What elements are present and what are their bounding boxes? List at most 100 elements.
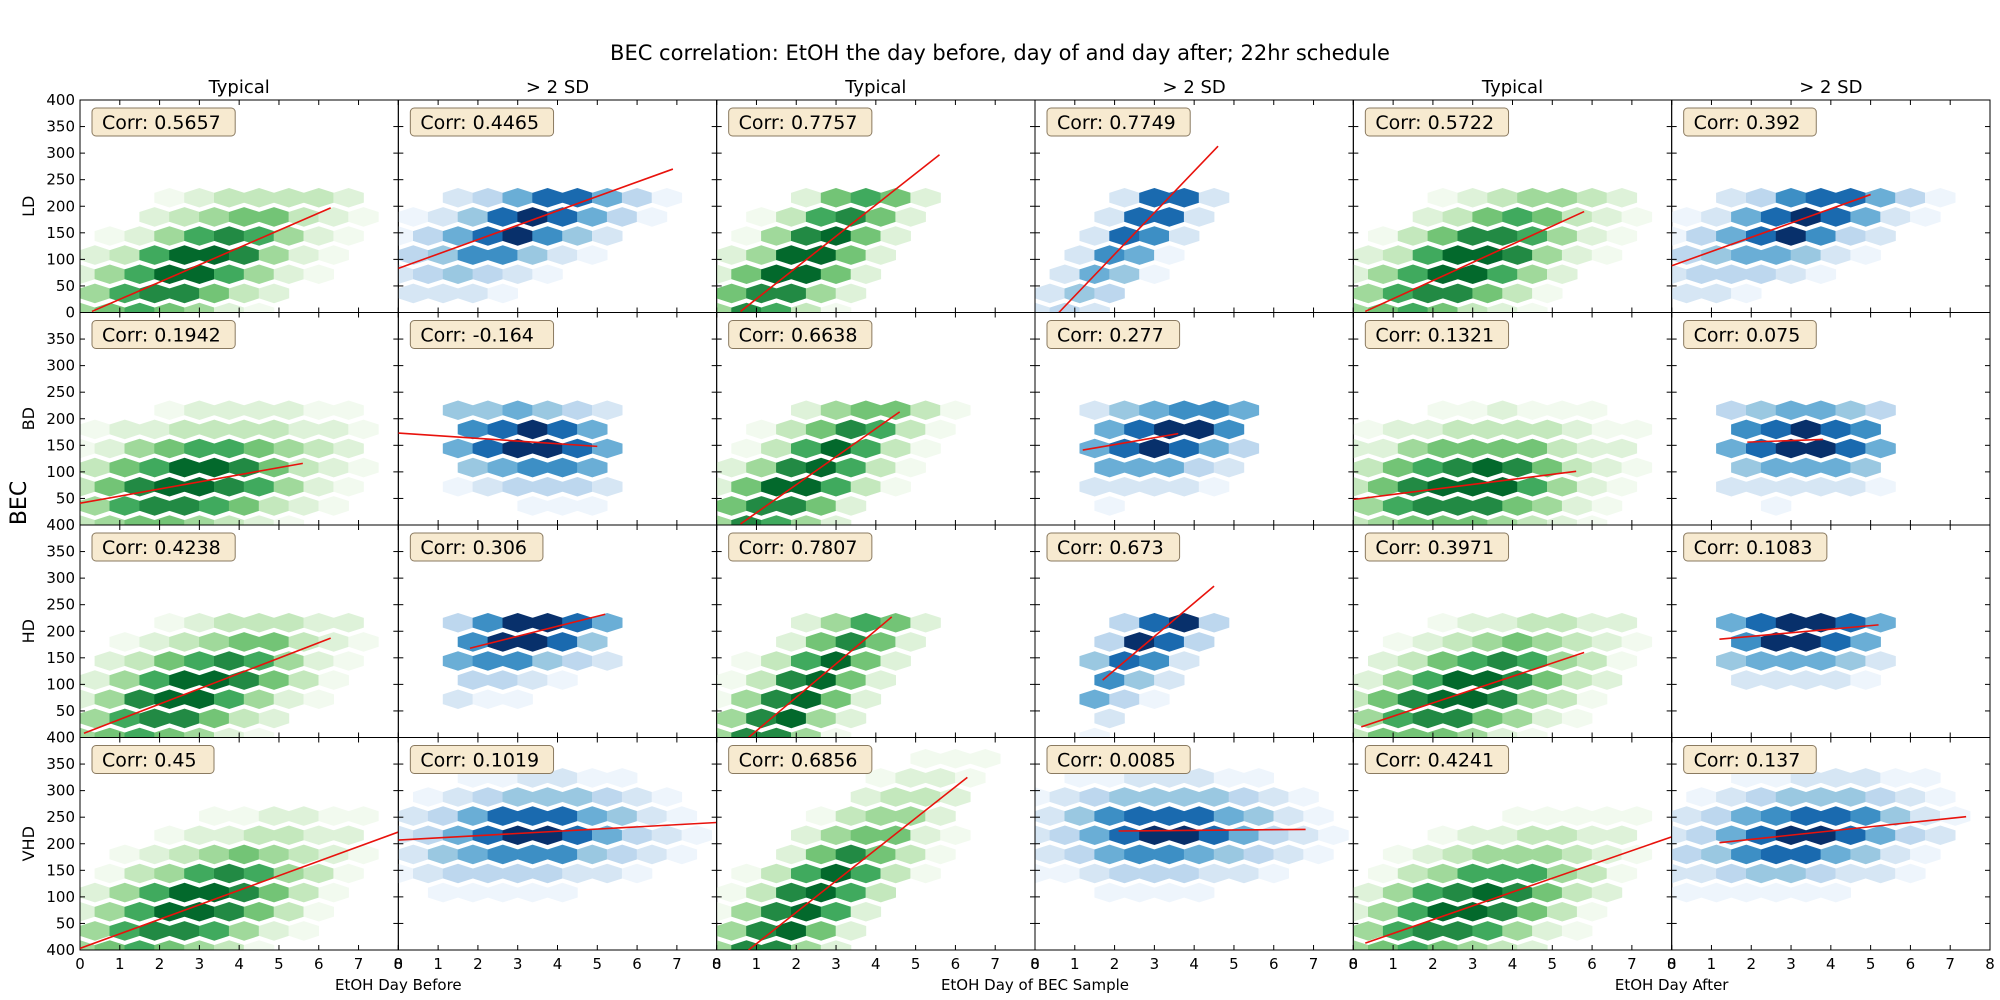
hexbin-cell: [1561, 882, 1593, 903]
hexbin-cell: [457, 632, 489, 652]
hexbin-cell: [1701, 844, 1732, 865]
hexbin-cell: [139, 708, 170, 729]
hexbin-cell: [1487, 188, 1518, 208]
column-title: > 2 SD: [526, 77, 589, 98]
hexbin-cell: [214, 689, 245, 709]
hexbin-cell: [1760, 496, 1792, 516]
hexbin-cell: [184, 438, 215, 459]
hexbin-cell: [398, 245, 429, 265]
hexbin-cell: [1228, 787, 1260, 807]
hexbin-cell: [1576, 477, 1608, 497]
regression-line: [740, 411, 901, 525]
hexbin-cell: [1258, 787, 1289, 807]
regression-line: [1058, 145, 1219, 313]
y-tick-label: 350: [46, 118, 75, 136]
corr-box: [1364, 107, 1510, 137]
hexbin-cell: [487, 419, 518, 440]
hexbin-cell: [1472, 207, 1503, 227]
hexbin-cell: [273, 188, 305, 208]
hexbin-cell: [1198, 825, 1230, 845]
hexbin-cell: [413, 226, 444, 246]
hexbin-cell: [1805, 613, 1837, 633]
hexbin-cell: [910, 787, 941, 807]
hexbin-cell: [1049, 863, 1081, 884]
corr-label: Corr: 0.277: [1057, 325, 1164, 347]
x-tick-label: 0: [75, 955, 85, 973]
hexbin-cell: [243, 477, 275, 497]
hexbin-cell: [577, 496, 608, 516]
hexbin-cell: [1591, 207, 1623, 227]
hexbin-cell: [1353, 419, 1384, 440]
hexbin-cell: [1591, 844, 1623, 865]
hexbin-cell: [1198, 188, 1230, 208]
hexbin-cell: [169, 419, 200, 440]
panel: Corr: 0.6856 0 1 2 3 4 5 6 7 8: [712, 737, 1040, 973]
corr-box: [1046, 532, 1181, 562]
hexbin-cell: [850, 400, 882, 420]
y-tick-label: 100: [46, 463, 75, 481]
hexbin-cell: [1064, 806, 1095, 826]
hexbin-cell: [592, 613, 623, 633]
hexbin-cell: [1427, 863, 1459, 884]
hexbin-cell: [1576, 400, 1608, 420]
hexbin-cell: [805, 283, 837, 304]
hexbin-cell: [1139, 787, 1170, 807]
hexbin-cell: [1576, 825, 1608, 845]
x-tick-label: 2: [791, 955, 801, 973]
hexbin-cell: [1442, 921, 1473, 941]
hexbin-cell: [94, 515, 126, 525]
hexbin-cell: [442, 438, 474, 459]
corr-box: [1364, 745, 1510, 774]
y-tick-label: 100: [46, 888, 75, 906]
hexbin-cell: [109, 921, 140, 941]
hexbin-cell: [865, 457, 896, 478]
hexbin-cell: [1139, 438, 1170, 459]
regression-line: [747, 616, 893, 738]
hexbin-cell: [910, 863, 941, 884]
corr-box: [728, 745, 873, 774]
hexbin-cell: [895, 457, 926, 478]
panel: Corr: 0.4241 0 1 2 3 4 5 6 7 8: [1349, 737, 1676, 973]
hexbin-cell: [1517, 825, 1548, 845]
hexbin-cell: [258, 457, 290, 478]
hexbin-cell: [487, 457, 518, 478]
hexbin-cell: [1213, 419, 1245, 440]
corr-label: Corr: 0.1019: [420, 750, 539, 772]
hexbin-cell: [199, 921, 230, 941]
hexbin-cell: [1701, 207, 1732, 227]
hexbin-cell: [1576, 863, 1608, 884]
hexbin-cell: [333, 863, 364, 884]
hexbin-cell: [1353, 689, 1369, 709]
corr-box: [409, 320, 555, 349]
hexbin-cell: [1805, 477, 1837, 497]
x-tick-label: 8: [394, 955, 404, 973]
hexbin-cell: [442, 787, 474, 807]
hexbin-cell: [1457, 400, 1488, 420]
corr-label: Corr: 0.137: [1694, 750, 1801, 772]
hexbin-cell: [820, 477, 852, 497]
hexbin-cell: [895, 419, 926, 440]
hexbin-cell: [761, 226, 792, 246]
hexbin-cell: [273, 689, 305, 709]
hexbin-cell: [1427, 477, 1459, 497]
hexbin-cell: [1353, 302, 1369, 313]
hexbin-cell: [80, 670, 111, 690]
hexbin-cell: [80, 438, 96, 459]
hexbin-cell: [1109, 264, 1140, 284]
hexbin-cell: [413, 787, 444, 807]
hexbin-cell: [1606, 226, 1638, 246]
x-axis-label: EtOH Day of BEC Sample: [941, 976, 1129, 994]
hexbin-cell: [288, 921, 319, 941]
hexbin-cell: [1183, 882, 1215, 903]
hexbin-cell: [243, 727, 275, 738]
hexbin-cell: [333, 226, 364, 246]
hexbin-cell: [1427, 302, 1459, 313]
regression-line: [398, 821, 717, 841]
hexbin-cell: [746, 457, 777, 478]
hexbin-cell: [1094, 457, 1125, 478]
panel: Corr: 0.1019 0 1 2 3 4 5 6 7 8: [394, 737, 721, 973]
hexbin-cell: [1775, 438, 1807, 459]
hexbin-cell: [154, 902, 185, 922]
hexbin-cell: [1532, 921, 1563, 941]
hexbin-cell: [636, 207, 668, 227]
